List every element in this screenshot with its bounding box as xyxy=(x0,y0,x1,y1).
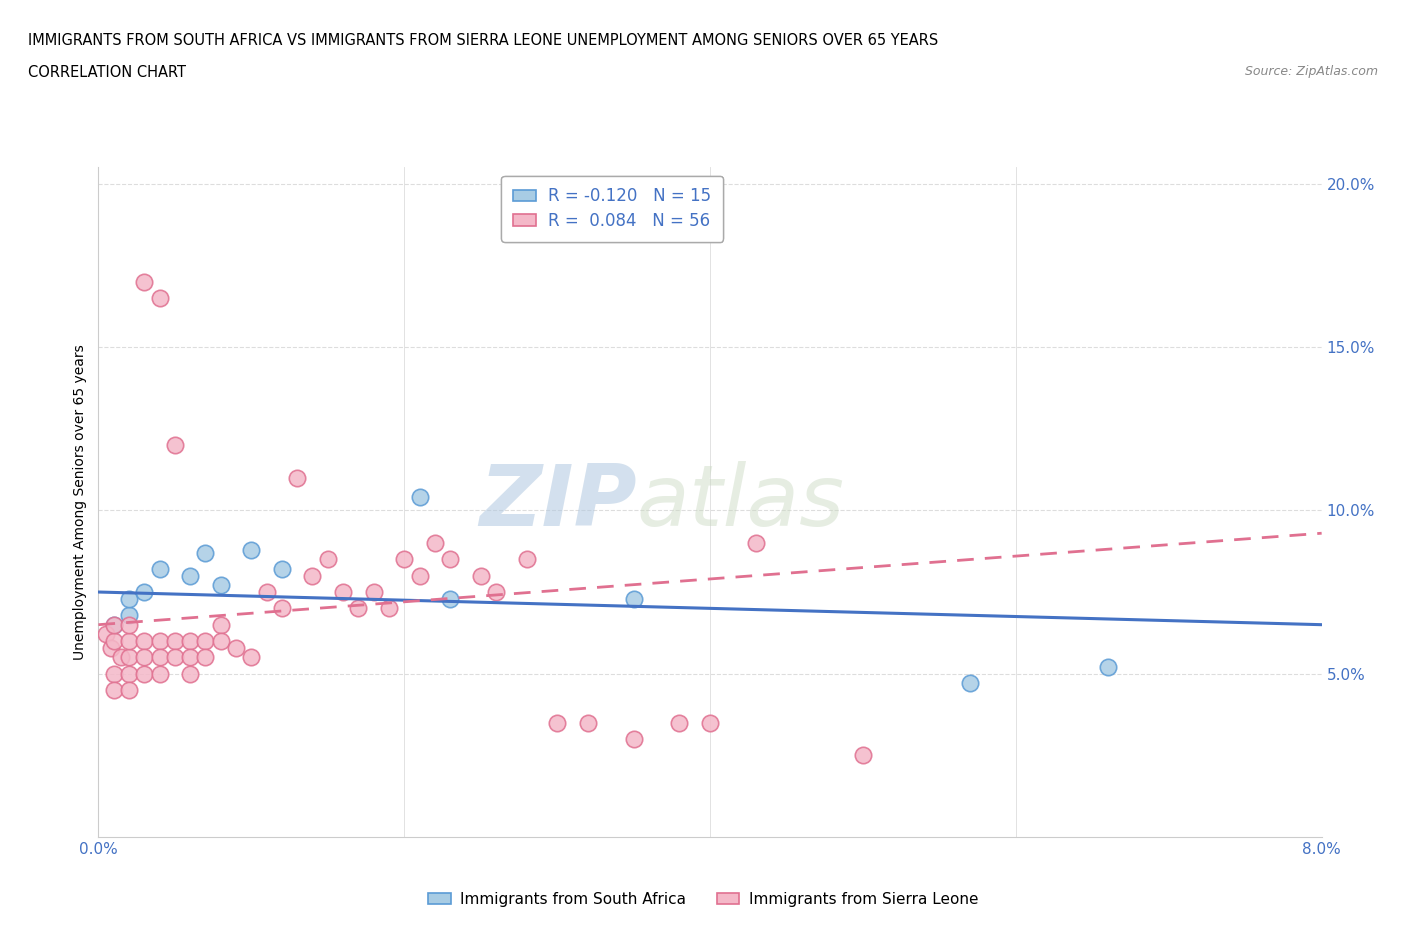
Point xyxy=(179,666,201,681)
Point xyxy=(270,562,294,577)
Point xyxy=(118,666,141,681)
Point xyxy=(439,551,461,566)
Point xyxy=(392,551,416,566)
Point xyxy=(301,568,323,583)
Text: atlas: atlas xyxy=(637,460,845,544)
Point xyxy=(439,591,461,606)
Point xyxy=(209,578,232,593)
Point xyxy=(118,607,141,622)
Point xyxy=(149,650,172,665)
Point xyxy=(134,633,156,648)
Point xyxy=(103,618,125,632)
Point xyxy=(100,640,122,655)
Point xyxy=(240,650,263,665)
Point xyxy=(623,591,645,606)
Point xyxy=(316,551,339,566)
Point xyxy=(408,490,430,505)
Point xyxy=(363,585,385,600)
Point xyxy=(179,650,201,665)
Point xyxy=(209,618,232,632)
Point xyxy=(209,633,232,648)
Point xyxy=(163,438,186,453)
Point xyxy=(194,650,217,665)
Point xyxy=(852,748,875,763)
Point xyxy=(110,650,132,665)
Point xyxy=(423,536,446,551)
Point xyxy=(118,591,141,606)
Point xyxy=(149,666,172,681)
Point xyxy=(118,650,141,665)
Point xyxy=(1097,659,1119,674)
Point xyxy=(225,640,247,655)
Text: CORRELATION CHART: CORRELATION CHART xyxy=(28,65,186,80)
Point xyxy=(103,683,125,698)
Point xyxy=(134,585,156,600)
Point xyxy=(378,601,401,616)
Point xyxy=(270,601,294,616)
Point xyxy=(149,562,172,577)
Point xyxy=(576,715,599,730)
Point xyxy=(256,585,278,600)
Point xyxy=(118,683,141,698)
Point xyxy=(194,633,217,648)
Point xyxy=(118,618,141,632)
Point xyxy=(103,633,125,648)
Point xyxy=(179,633,201,648)
Point xyxy=(408,568,430,583)
Point xyxy=(149,290,172,305)
Y-axis label: Unemployment Among Seniors over 65 years: Unemployment Among Seniors over 65 years xyxy=(73,344,87,660)
Text: Source: ZipAtlas.com: Source: ZipAtlas.com xyxy=(1244,65,1378,78)
Point xyxy=(163,650,186,665)
Text: ZIP: ZIP xyxy=(479,460,637,544)
Point xyxy=(470,568,492,583)
Point xyxy=(194,545,217,560)
Point xyxy=(134,650,156,665)
Point xyxy=(103,666,125,681)
Point xyxy=(668,715,690,730)
Legend: Immigrants from South Africa, Immigrants from Sierra Leone: Immigrants from South Africa, Immigrants… xyxy=(422,886,984,913)
Point xyxy=(134,666,156,681)
Point xyxy=(623,732,645,747)
Point xyxy=(134,274,156,289)
Text: IMMIGRANTS FROM SOUTH AFRICA VS IMMIGRANTS FROM SIERRA LEONE UNEMPLOYMENT AMONG : IMMIGRANTS FROM SOUTH AFRICA VS IMMIGRAN… xyxy=(28,33,938,47)
Point xyxy=(699,715,721,730)
Point xyxy=(332,585,354,600)
Point xyxy=(179,568,201,583)
Point xyxy=(959,676,981,691)
Point xyxy=(94,627,117,642)
Point xyxy=(118,633,141,648)
Point xyxy=(285,471,308,485)
Point xyxy=(163,633,186,648)
Point xyxy=(485,585,508,600)
Point xyxy=(546,715,568,730)
Point xyxy=(347,601,370,616)
Point xyxy=(745,536,768,551)
Point xyxy=(516,551,538,566)
Legend: R = -0.120   N = 15, R =  0.084   N = 56: R = -0.120 N = 15, R = 0.084 N = 56 xyxy=(502,176,723,242)
Point xyxy=(103,618,125,632)
Point xyxy=(240,542,263,557)
Point xyxy=(149,633,172,648)
